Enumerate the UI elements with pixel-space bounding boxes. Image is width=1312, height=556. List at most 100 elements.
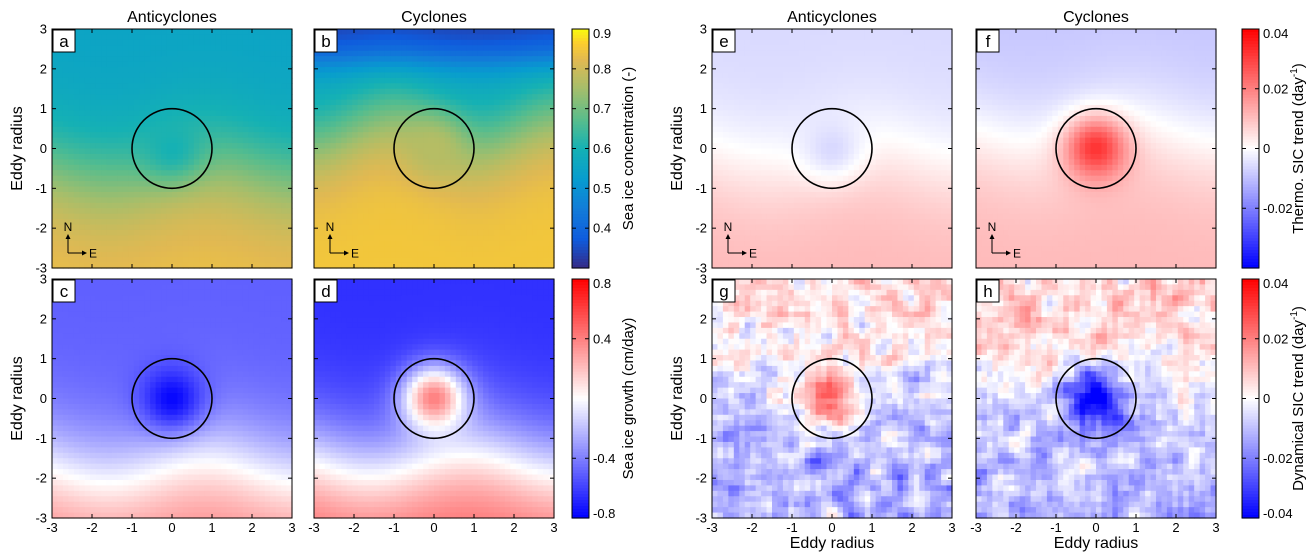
- heatmap-cell: [101, 153, 108, 160]
- heatmap-cell: [215, 197, 222, 204]
- heatmap-cell: [270, 257, 277, 264]
- heatmap-cell: [215, 110, 222, 117]
- heatmap-cell: [57, 327, 64, 334]
- heatmap-cell: [95, 382, 102, 389]
- heatmap-cell: [188, 382, 195, 389]
- heatmap-cell: [532, 105, 539, 112]
- heatmap-cell: [472, 197, 479, 204]
- heatmap-cell: [188, 311, 195, 318]
- heatmap-cell: [172, 170, 179, 177]
- heatmap-cell: [286, 365, 293, 372]
- heatmap-cell: [537, 143, 544, 150]
- heatmap-cell: [401, 224, 408, 231]
- heatmap-cell: [363, 99, 370, 106]
- heatmap-cell: [281, 50, 288, 57]
- heatmap-cell: [455, 175, 462, 182]
- heatmap-cell: [101, 393, 108, 400]
- heatmap-cell: [434, 99, 441, 106]
- heatmap-cell: [90, 181, 97, 188]
- heatmap-cell: [275, 360, 282, 367]
- heatmap-cell: [466, 34, 473, 41]
- heatmap-cell: [117, 202, 124, 209]
- heatmap-cell: [466, 29, 473, 36]
- heatmap-cell: [537, 88, 544, 95]
- heatmap-cell: [112, 295, 119, 302]
- heatmap-cell: [248, 121, 255, 128]
- heatmap-cell: [363, 262, 370, 269]
- heatmap-cell: [90, 279, 97, 286]
- heatmap-cell: [504, 153, 511, 160]
- heatmap-cell: [324, 251, 331, 258]
- heatmap-cell: [439, 137, 446, 144]
- heatmap-cell: [401, 121, 408, 128]
- heatmap-cell: [537, 240, 544, 247]
- heatmap-cell: [161, 376, 168, 383]
- heatmap-cell: [406, 246, 413, 253]
- heatmap-cell: [286, 344, 293, 351]
- heatmap-cell: [193, 126, 200, 133]
- heatmap-cell: [499, 137, 506, 144]
- heatmap-cell: [106, 376, 113, 383]
- heatmap-cell: [166, 376, 173, 383]
- heatmap-cell: [112, 105, 119, 112]
- heatmap-cell: [57, 164, 64, 171]
- heatmap-cell: [510, 202, 517, 209]
- heatmap-cell: [526, 148, 533, 155]
- heatmap-cell: [395, 88, 402, 95]
- heatmap-cell: [412, 159, 419, 166]
- heatmap-cell: [155, 300, 162, 307]
- heatmap-cell: [330, 219, 337, 226]
- heatmap-cell: [144, 262, 151, 269]
- heatmap-cell: [281, 355, 288, 362]
- heatmap-cell: [281, 132, 288, 139]
- heatmap-cell: [384, 240, 391, 247]
- heatmap-cell: [264, 34, 271, 41]
- heatmap-cell: [270, 153, 277, 160]
- heatmap-cell: [335, 29, 342, 36]
- heatmap-cell: [188, 387, 195, 394]
- heatmap-cell: [286, 148, 293, 155]
- heatmap-cell: [199, 153, 206, 160]
- heatmap-cell: [122, 333, 129, 340]
- heatmap-cell: [232, 153, 239, 160]
- heatmap-cell: [515, 148, 522, 155]
- heatmap-cell: [150, 338, 157, 345]
- heatmap-cell: [210, 56, 217, 63]
- heatmap-cell: [242, 153, 249, 160]
- heatmap-cell: [319, 153, 326, 160]
- heatmap-cell: [461, 132, 468, 139]
- heatmap-cell: [515, 50, 522, 57]
- heatmap-cell: [281, 197, 288, 204]
- heatmap-cell: [401, 262, 408, 269]
- heatmap-cell: [390, 56, 397, 63]
- heatmap-cell: [106, 94, 113, 101]
- heatmap-cell: [281, 398, 288, 405]
- heatmap-cell: [117, 311, 124, 318]
- heatmap-cell: [112, 371, 119, 378]
- heatmap-cell: [363, 224, 370, 231]
- heatmap-cell: [428, 197, 435, 204]
- heatmap-cell: [221, 344, 228, 351]
- heatmap-cell: [62, 262, 69, 269]
- heatmap-cell: [215, 88, 222, 95]
- heatmap-cell: [112, 289, 119, 296]
- heatmap-cell: [450, 240, 457, 247]
- heatmap-cell: [319, 143, 326, 150]
- heatmap-cell: [324, 181, 331, 188]
- heatmap-cell: [357, 77, 364, 84]
- heatmap-cell: [401, 39, 408, 46]
- heatmap-cell: [401, 257, 408, 264]
- heatmap-cell: [461, 126, 468, 133]
- heatmap-cell: [177, 240, 184, 247]
- heatmap-cell: [423, 186, 430, 193]
- heatmap-cell: [112, 219, 119, 226]
- heatmap-cell: [133, 115, 140, 122]
- heatmap-cell: [286, 229, 293, 237]
- heatmap-cell: [226, 279, 233, 286]
- heatmap-cell: [466, 121, 473, 128]
- heatmap-cell: [204, 197, 211, 204]
- heatmap-cell: [155, 56, 162, 63]
- heatmap-cell: [346, 72, 353, 79]
- heatmap-cell: [499, 61, 506, 68]
- heatmap-cell: [232, 143, 239, 150]
